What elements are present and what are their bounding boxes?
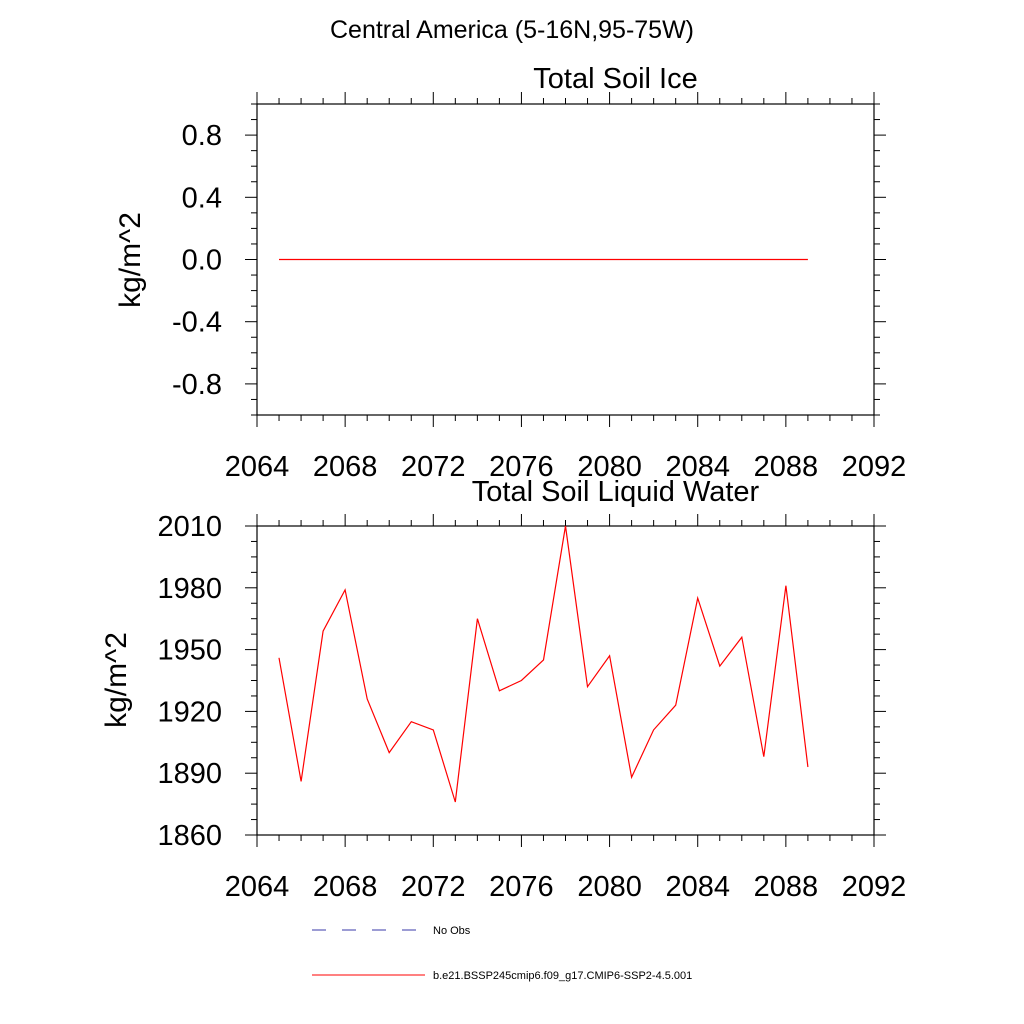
y-tick-label: 2010 [157, 511, 222, 543]
legend: No Obs b.e21.BSSP245cmip6.f09_g17.CMIP6-S… [312, 925, 692, 982]
x-tick-label: 2088 [754, 871, 819, 903]
x-tick-label: 2084 [665, 871, 730, 903]
x-tick-label: 2072 [401, 871, 466, 903]
x-tick-label: 2076 [489, 871, 554, 903]
y-tick-label: 1980 [157, 573, 222, 605]
x-tick-label: 2072 [401, 451, 466, 483]
x-tick-label: 2064 [225, 871, 290, 903]
y-axis-label: kg/m^2 [114, 212, 147, 308]
y-tick-label: 1890 [157, 758, 222, 790]
y-tick-label: -0.4 [172, 307, 222, 339]
x-tick-label: 2080 [577, 871, 642, 903]
x-tick-label: 2092 [842, 451, 907, 483]
y-axis-label: kg/m^2 [100, 632, 133, 728]
x-tick-label: 2092 [842, 871, 907, 903]
chart-1: Total Soil Ice kg/m^2 2064 2068 2072 2076 2080… [114, 63, 906, 483]
x-tick-label: 2084 [665, 451, 730, 483]
y-tick-label: 0.4 [182, 182, 222, 214]
y-tick-label: -0.8 [172, 369, 222, 401]
y-tick-label: 0.0 [182, 245, 222, 277]
y-tick-label: 1920 [157, 696, 222, 728]
chart-title: Total Soil Liquid Water [472, 476, 760, 508]
x-tick-label: 2076 [489, 451, 554, 483]
chart-2: Total Soil Liquid Water kg/m^2 2064 2068 207… [100, 476, 906, 903]
y-tick-label: 0.8 [182, 120, 222, 152]
x-tick-label: 2064 [225, 451, 290, 483]
y-tick-label: 1860 [157, 820, 222, 852]
y-tick-label: 1950 [157, 635, 222, 667]
x-tick-label: 2088 [754, 451, 819, 483]
plot-frame [256, 525, 875, 836]
x-tick-label: 2080 [577, 451, 642, 483]
x-tick-label: 2068 [313, 451, 378, 483]
x-tick-label: 2068 [313, 871, 378, 903]
series-line [278, 525, 809, 803]
legend-label: b.e21.BSSP245cmip6.f09_g17.CMIP6-SSP2-4.… [433, 970, 692, 982]
legend-label: No Obs [433, 925, 471, 937]
chart-title: Total Soil Ice [533, 63, 697, 95]
page-title: Central America (5-16N,95-75W) [329, 16, 694, 44]
